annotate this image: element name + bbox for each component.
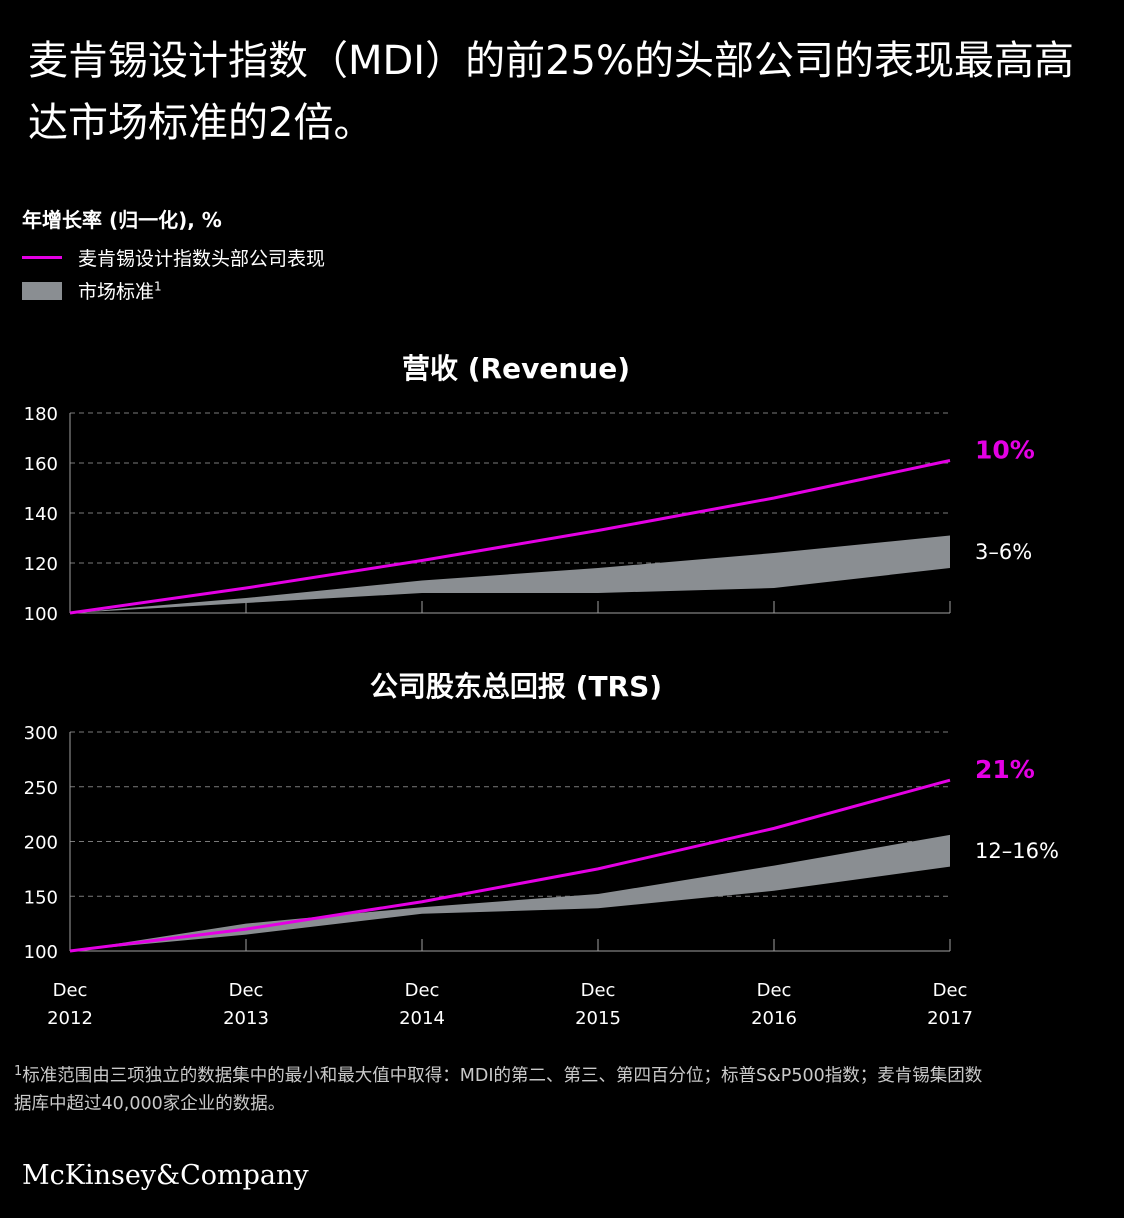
chart2-mdi-end-label: 21% bbox=[975, 755, 1035, 784]
chart2-y-tick-label: 300 bbox=[24, 723, 58, 744]
chart2-y-tick-label: 200 bbox=[24, 833, 58, 854]
chart1-y-tick-label: 160 bbox=[24, 454, 58, 475]
chart1-title: 营收 (Revenue) bbox=[402, 352, 630, 385]
x-tick-year: 2015 bbox=[575, 1008, 621, 1029]
legend-label-mdi: 麦肯锡设计指数头部公司表现 bbox=[78, 248, 326, 270]
x-tick-month: Dec bbox=[53, 980, 88, 1001]
x-tick-month: Dec bbox=[405, 980, 440, 1001]
chart1-mdi-end-label: 10% bbox=[975, 436, 1035, 465]
footnote: 1标准范围由三项独立的数据集中的最小和最大值中取得：MDI的第二、第三、第四百分… bbox=[14, 1062, 994, 1118]
chart1-market-end-label: 3–6% bbox=[975, 540, 1032, 564]
brand-logo: McKinsey&Company bbox=[22, 1160, 309, 1191]
x-tick-month: Dec bbox=[229, 980, 264, 1001]
x-tick-month: Dec bbox=[933, 980, 968, 1001]
chart1-mdi-line bbox=[69, 459, 951, 615]
chart1-y-tick-label: 100 bbox=[24, 604, 58, 625]
chart2-y-tick-label: 100 bbox=[24, 942, 58, 963]
x-tick-year: 2012 bbox=[47, 1008, 93, 1029]
legend-label-market: 市场标准 bbox=[78, 281, 155, 303]
chart1-y-tick-label: 120 bbox=[24, 554, 58, 575]
legend-line-swatch bbox=[22, 256, 62, 259]
headline: 麦肯锡设计指数（MDI）的前25%的头部公司的表现最高高达市场标准的2倍。 bbox=[28, 38, 1075, 146]
legend-title: 年增长率 (归一化), % bbox=[22, 208, 222, 232]
chart1-y-tick-label: 140 bbox=[24, 504, 58, 525]
chart2-market-end-label: 12–16% bbox=[975, 839, 1059, 863]
x-tick-month: Dec bbox=[757, 980, 792, 1001]
chart2-y-tick-label: 150 bbox=[24, 887, 58, 908]
legend-item-mdi: 麦肯锡设计指数头部公司表现 bbox=[22, 244, 325, 271]
chart2-title: 公司股东总回报 (TRS) bbox=[370, 670, 662, 703]
chart2-mdi-line bbox=[69, 778, 951, 953]
footnote-text: 标准范围由三项独立的数据集中的最小和最大值中取得：MDI的第二、第三、第四百分位… bbox=[14, 1066, 983, 1114]
x-tick-year: 2014 bbox=[399, 1008, 445, 1029]
footnote-mark: 1 bbox=[14, 1064, 23, 1079]
x-tick-year: 2017 bbox=[927, 1008, 973, 1029]
x-tick-month: Dec bbox=[581, 980, 616, 1001]
legend-area-swatch bbox=[22, 281, 62, 300]
x-tick-year: 2016 bbox=[751, 1008, 797, 1029]
legend-item-market: 市场标准1 bbox=[22, 277, 162, 304]
chart1-market-band bbox=[70, 535, 950, 613]
x-tick-year: 2013 bbox=[223, 1008, 269, 1029]
chart1-y-tick-label: 180 bbox=[24, 404, 58, 425]
legend-footnote-mark: 1 bbox=[154, 279, 162, 294]
chart2-y-tick-label: 250 bbox=[24, 778, 58, 799]
